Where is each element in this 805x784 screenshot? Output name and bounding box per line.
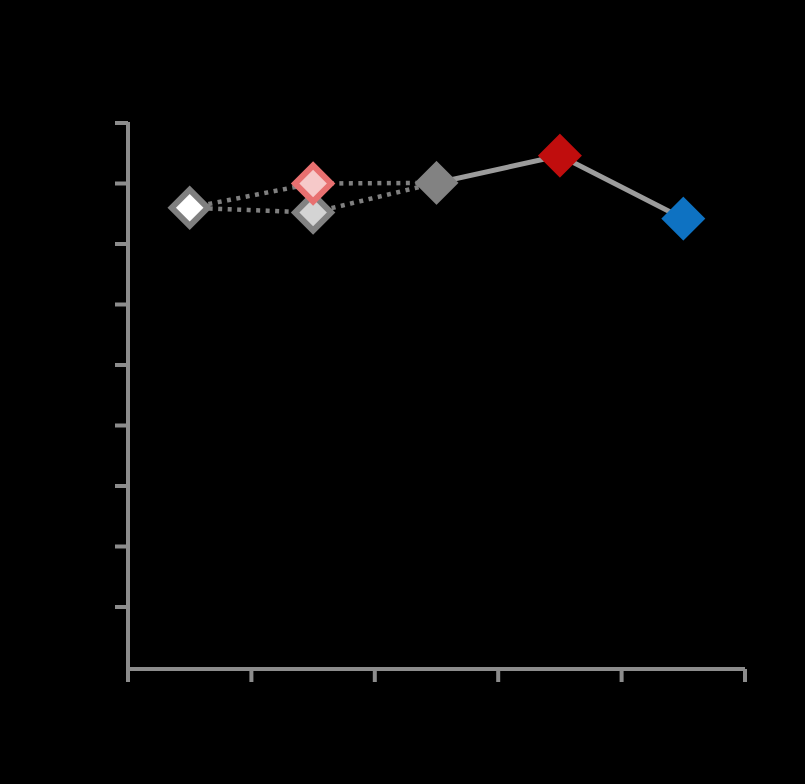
data-point-diamond-white	[167, 185, 212, 230]
data-point-diamond-blue	[661, 196, 706, 241]
data-point-diamond-gray	[414, 160, 459, 205]
series-line-dotted-lower-path	[189, 180, 438, 215]
data-point-diamond-lightgray	[290, 190, 336, 235]
data-point-diamond-pink	[290, 161, 336, 206]
data-point-diamond-red	[537, 133, 582, 178]
